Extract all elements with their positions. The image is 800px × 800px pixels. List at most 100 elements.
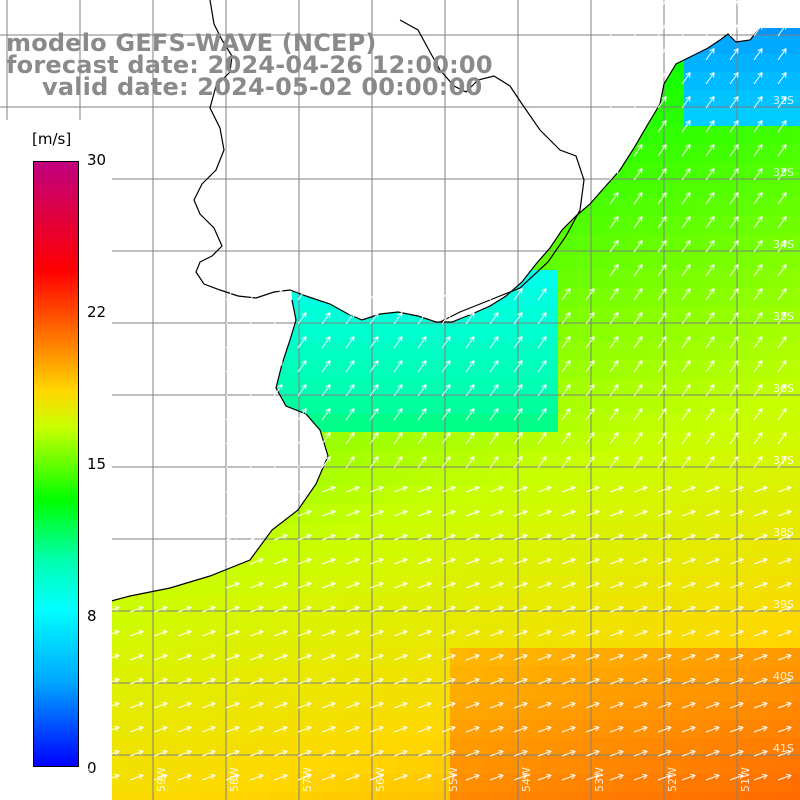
wind-speed-cell [450, 612, 468, 630]
wind-speed-cell [342, 702, 360, 720]
wind-speed-cell [198, 738, 216, 756]
wind-speed-cell [774, 306, 792, 324]
wind-speed-cell [342, 738, 360, 756]
wind-speed-cell [756, 738, 774, 756]
wind-speed-cell [720, 72, 738, 90]
wind-speed-cell [324, 630, 342, 648]
wind-speed-cell [306, 702, 324, 720]
wind-speed-cell [612, 630, 630, 648]
wind-speed-cell [792, 342, 800, 360]
wind-vector [537, 677, 552, 685]
wind-vector [225, 629, 240, 637]
wind-speed-cell [486, 666, 504, 684]
wind-speed-cell [396, 756, 414, 774]
wind-speed-cell [774, 90, 792, 108]
wind-speed-cell [216, 630, 234, 648]
wind-speed-cell [630, 702, 648, 720]
wind-speed-cell [396, 378, 414, 396]
wind-speed-cell [720, 396, 738, 414]
wind-vector [177, 749, 192, 757]
wind-speed-cell [576, 360, 594, 378]
wind-speed-cell [720, 432, 738, 450]
wind-vector [729, 749, 744, 757]
wind-speed-cell [648, 504, 666, 522]
wind-vector [753, 360, 763, 373]
wind-speed-cell [684, 468, 702, 486]
wind-speed-cell [558, 396, 576, 414]
wind-vector [297, 677, 312, 685]
wind-speed-cell [702, 414, 720, 432]
wind-speed-cell [774, 792, 792, 800]
wind-speed-cell [126, 702, 144, 720]
wind-vector [753, 432, 763, 445]
wind-vector [441, 360, 451, 373]
wind-vector [729, 96, 739, 109]
wind-vector [249, 725, 264, 733]
wind-vector [417, 629, 432, 637]
wind-speed-cell [342, 468, 360, 486]
wind-vector [129, 653, 144, 661]
wind-speed-cell [594, 576, 612, 594]
wind-vector [273, 749, 288, 757]
wind-speed-cell [198, 702, 216, 720]
wind-speed-cell [612, 378, 630, 396]
wind-vector [249, 581, 264, 589]
wind-speed-cell [756, 270, 774, 288]
wind-vector [681, 629, 696, 637]
wind-vector [681, 557, 696, 565]
wind-vector [633, 0, 643, 13]
wind-speed-cell [594, 288, 612, 306]
wind-vector [705, 216, 715, 229]
wind-vector [609, 456, 619, 469]
wind-vector [201, 653, 216, 661]
wind-speed-cell [342, 612, 360, 630]
wind-speed-cell [702, 378, 720, 396]
wind-speed-cell [486, 324, 504, 342]
wind-vector [249, 336, 259, 349]
wind-speed-cell [450, 414, 468, 432]
wind-speed-cell [522, 630, 540, 648]
wind-speed-cell [792, 756, 800, 774]
wind-speed-cell [630, 180, 648, 198]
wind-speed-cell [324, 450, 342, 468]
wind-vector [489, 701, 504, 709]
wind-speed-cell [558, 468, 576, 486]
wind-vector [273, 312, 283, 325]
wind-vector [297, 557, 312, 565]
wind-speed-cell [756, 774, 774, 792]
wind-vector [681, 432, 691, 445]
wind-vector [489, 629, 504, 637]
wind-vector [345, 605, 360, 613]
wind-speed-cell [414, 756, 432, 774]
wind-speed-cell [738, 450, 756, 468]
wind-vector [585, 288, 595, 301]
wind-speed-cell [756, 450, 774, 468]
wind-speed-cell [648, 684, 666, 702]
wind-vector [753, 456, 763, 469]
wind-vector [705, 336, 715, 349]
wind-speed-cell [414, 468, 432, 486]
wind-speed-cell [630, 612, 648, 630]
wind-vector [705, 288, 715, 301]
wind-vector [657, 0, 667, 13]
wind-speed-cell [504, 504, 522, 522]
wind-speed-cell [522, 432, 540, 450]
wind-speed-cell [558, 630, 576, 648]
wind-vector [393, 629, 408, 637]
wind-vector [657, 48, 667, 61]
wind-vector [537, 360, 547, 373]
wind-vector [753, 725, 768, 733]
wind-speed-cell [396, 342, 414, 360]
wind-speed-cell [774, 252, 792, 270]
wind-vector [681, 485, 696, 493]
wind-speed-cell [108, 612, 126, 630]
wind-speed-cell [324, 306, 342, 324]
wind-vector [753, 168, 763, 181]
wind-speed-cell [360, 324, 378, 342]
wind-vector [681, 24, 691, 37]
wind-vector [633, 432, 643, 445]
wind-speed-cell [720, 180, 738, 198]
wind-vector [753, 629, 768, 637]
wind-vector [561, 749, 576, 757]
wind-vector [321, 725, 336, 733]
